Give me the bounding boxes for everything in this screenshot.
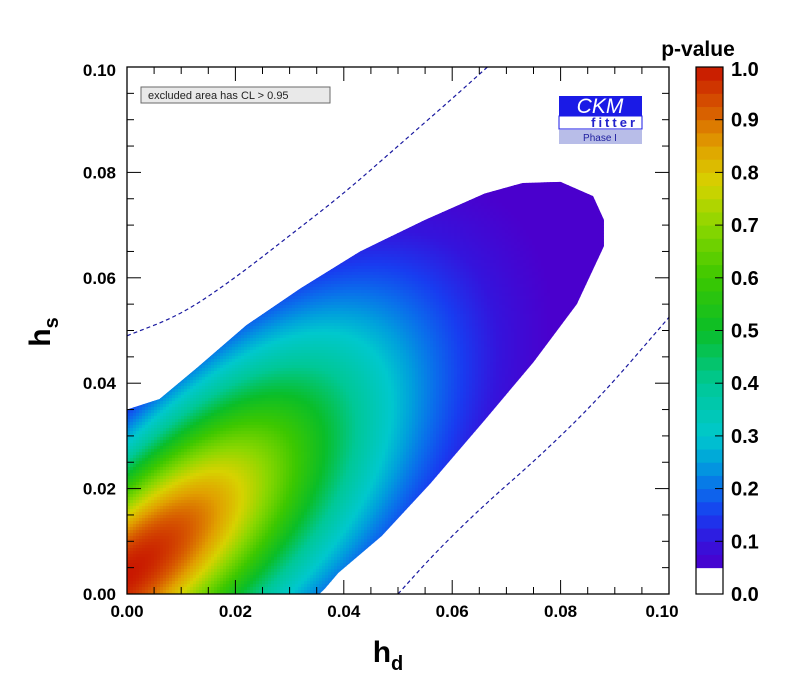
colorbar-band: [696, 211, 723, 226]
colorbar-band: [696, 514, 723, 529]
colorbar-band: [696, 370, 723, 384]
x-tick-label: 0.06: [436, 602, 469, 621]
colorbar-tick-label: 0.8: [731, 162, 759, 184]
colorbar-tick-label: 0.5: [731, 321, 759, 343]
colorbar-band: [696, 80, 723, 94]
colorbar-band: [696, 172, 723, 187]
dashed-contour-line: [397, 316, 669, 594]
colorbar-tick-label: 0.3: [731, 426, 759, 448]
colorbar-band: [696, 356, 723, 371]
colorbar-tick-label: 1.0: [731, 59, 759, 81]
colorbar-band: [696, 567, 723, 582]
colorbar-band: [696, 488, 723, 503]
colorbar-tick-label: 0.4: [731, 373, 760, 395]
y-axis-title: hs: [24, 317, 63, 346]
y-tick-label: 0.04: [83, 374, 117, 393]
colorbar-band: [696, 251, 723, 266]
colorbar-band: [696, 396, 723, 411]
y-tick-label: 0.00: [83, 585, 116, 604]
colorbar-band: [696, 290, 723, 305]
x-tick-label: 0.04: [327, 602, 361, 621]
colorbar-band: [696, 67, 723, 81]
colorbar-band: [696, 501, 723, 516]
colorbar-band: [696, 554, 723, 569]
colorbar-band: [696, 330, 723, 345]
colorbar-band: [696, 264, 723, 279]
colorbar-band: [696, 462, 723, 476]
logo-main-text: CKM: [577, 95, 624, 118]
colorbar-tick-label: 0.9: [731, 110, 759, 132]
colorbar-band: [696, 198, 723, 213]
colorbar-frame: [695, 66, 724, 595]
x-tick-labels: 0.00 0.02 0.04 0.06 0.08 0.10: [110, 602, 678, 621]
colorbar-band: [696, 146, 723, 160]
colorbar-band: [696, 185, 723, 200]
y-tick-label: 0.06: [83, 269, 116, 288]
x-axis-title: hd: [373, 636, 404, 675]
ckmfitter-logo: CKM fitter Phase I: [558, 95, 643, 144]
colorbar-tick-label: 0.2: [731, 479, 759, 501]
colorbar-band: [696, 132, 723, 147]
dashed-contours: [127, 67, 669, 594]
pvalue-heatmap: [127, 181, 604, 594]
colorbar-tick-labels: 0.0 0.1 0.2 0.3 0.4 0.5 0.6 0.7 0.8 0.9 …: [731, 59, 760, 606]
legend-text: excluded area has CL > 0.95: [148, 90, 289, 102]
x-tick-label: 0.00: [110, 602, 143, 621]
colorbar: [696, 66, 723, 595]
x-tick-label: 0.08: [544, 602, 577, 621]
colorbar-band: [696, 106, 723, 121]
colorbar-band: [696, 225, 723, 239]
colorbar-band: [696, 93, 723, 108]
y-tick-label: 0.08: [83, 163, 116, 182]
x-tick-label: 0.10: [645, 602, 678, 621]
y-tick-label: 0.02: [83, 480, 116, 499]
colorbar-band: [696, 541, 723, 555]
colorbar-band: [696, 304, 723, 318]
colorbar-tick-label: 0.0: [731, 584, 759, 606]
colorbar-band: [696, 449, 723, 463]
colorbar-band: [696, 383, 723, 397]
logo-phase-text: Phase I: [583, 133, 617, 144]
logo-sub-text: fitter: [591, 115, 638, 130]
y-tick-label: 0.10: [83, 61, 116, 80]
colorbar-band: [696, 119, 723, 134]
colorbar-tick-label: 0.7: [731, 215, 759, 237]
colorbar-band: [696, 580, 723, 595]
colorbar-band: [696, 343, 723, 358]
y-tick-labels: 0.00 0.02 0.04 0.06 0.08 0.10: [83, 61, 117, 604]
colorbar-band: [696, 528, 723, 542]
colorbar-band: [696, 238, 723, 252]
dashed-contour-line: [127, 67, 488, 337]
colorbar-tick-label: 0.1: [731, 531, 759, 553]
colorbar-band: [696, 277, 723, 292]
colorbar-tick-label: 0.6: [731, 268, 759, 290]
colorbar-band: [696, 475, 723, 490]
excluded-area-legend: excluded area has CL > 0.95: [140, 86, 331, 104]
colorbar-band: [696, 435, 723, 450]
colorbar-band: [696, 409, 723, 424]
axis-ticks: [126, 66, 670, 595]
colorbar-band: [696, 159, 723, 173]
colorbar-title: p-value: [661, 38, 735, 61]
colorbar-band: [696, 317, 723, 331]
colorbar-band: [696, 422, 723, 437]
x-tick-label: 0.02: [219, 602, 252, 621]
